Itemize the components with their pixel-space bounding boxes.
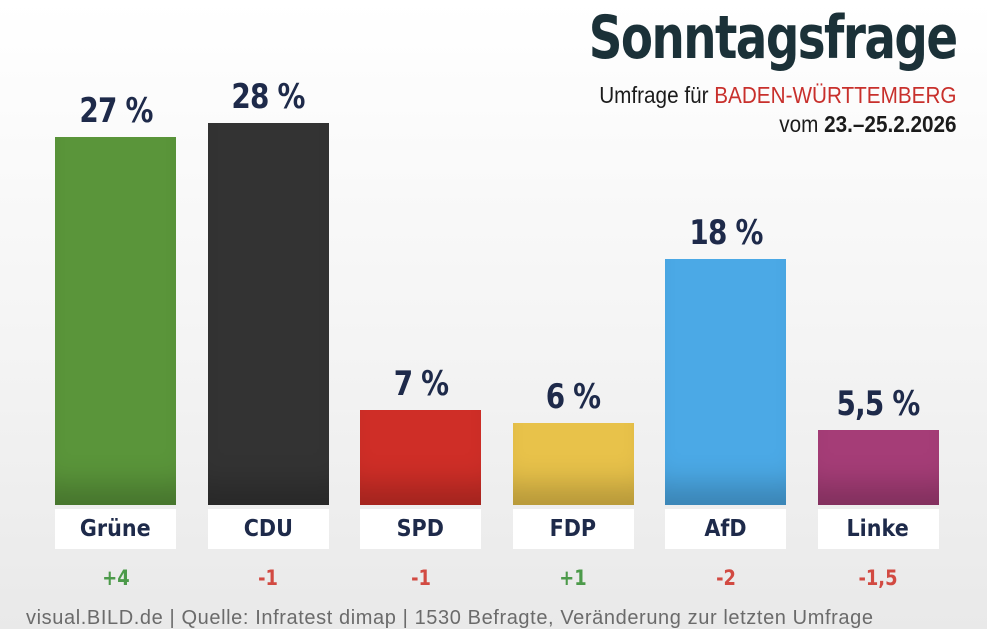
survey-dates: vom 23.–25.2.2026 [533, 110, 957, 138]
category-label: CDU [243, 516, 293, 542]
category-label: FDP [549, 516, 597, 542]
category-box: CDU [207, 509, 329, 549]
bar-value-label: 6 % [545, 377, 601, 418]
bar-value-label: 27 % [78, 90, 153, 131]
bar-value-label: 7 % [393, 363, 448, 404]
chart-subtitle: Umfrage für BADEN-WÜRTTEMBERG [533, 80, 957, 110]
category-box: AfD [665, 509, 786, 549]
change-label: -2 [715, 566, 736, 590]
bar-value-label: 28 % [231, 77, 305, 117]
subtitle-prefix: Umfrage für [599, 82, 715, 108]
change-label: -1 [258, 566, 278, 590]
category-label: Linke [846, 516, 910, 542]
category-label: AfD [704, 516, 747, 542]
bar-3 [512, 423, 634, 505]
source-footer: visual.BILD.de | Quelle: Infratest dimap… [26, 607, 874, 629]
category-box: SPD [360, 509, 481, 549]
category-box: Linke [817, 509, 939, 549]
date-prefix: vom [779, 111, 825, 137]
chart-header: Sonntagsfrage Umfrage für BADEN-WÜRTTEMB… [485, 3, 958, 138]
bar-0 [55, 136, 176, 505]
bar-value-label: 18 % [688, 213, 763, 254]
change-label: -1,5 [858, 566, 898, 590]
bar-5 [817, 429, 939, 505]
chart-title: Sonntagsfrage [589, 3, 958, 73]
region-name: BADEN-WÜRTTEMBERG [714, 82, 957, 108]
category-label: SPD [396, 516, 445, 542]
change-label: -1 [410, 566, 431, 590]
category-box: FDP [512, 509, 634, 549]
category-label: Grüne [80, 516, 151, 542]
date-range: 23.–25.2.2026 [824, 111, 957, 137]
bar-1 [207, 123, 329, 505]
bar-4 [665, 259, 786, 505]
category-box: Grüne [55, 509, 176, 549]
bar-2 [360, 409, 481, 505]
bar-value-label: 5,5 % [836, 383, 921, 424]
change-label: +1 [559, 566, 587, 590]
change-label: +4 [101, 566, 130, 590]
